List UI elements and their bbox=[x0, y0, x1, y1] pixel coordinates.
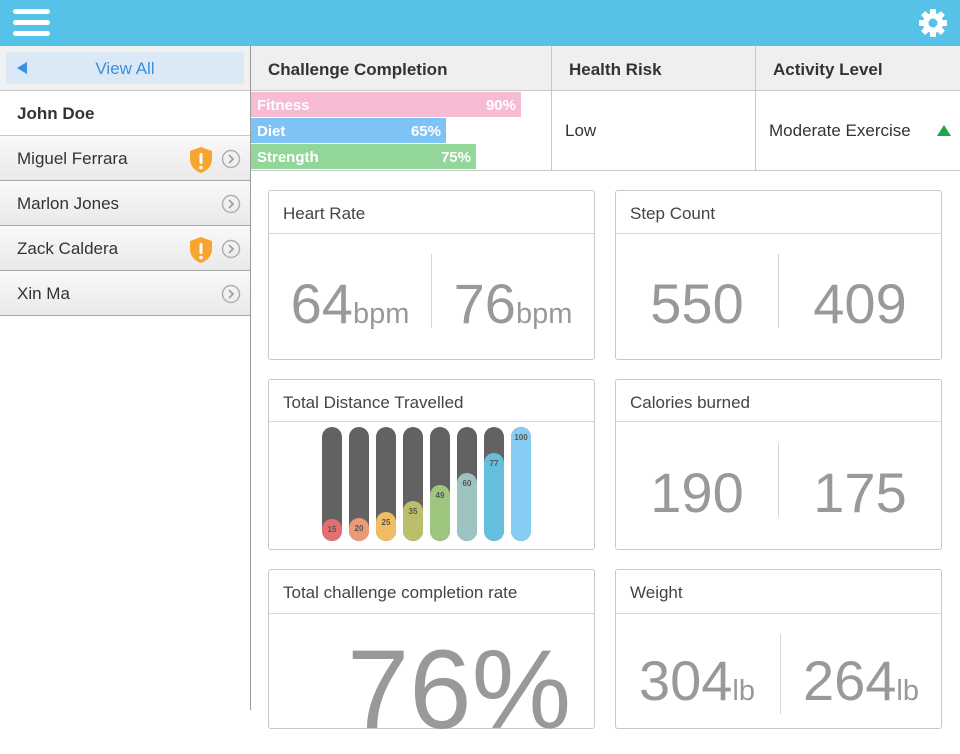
challenge-label: Diet bbox=[257, 123, 286, 140]
trend-up-icon bbox=[937, 125, 951, 136]
person-name: Miguel Ferrara bbox=[17, 149, 128, 168]
weight-value-1: 304lb bbox=[638, 649, 755, 712]
chart-data-label: 15 bbox=[327, 525, 337, 534]
view-all-button[interactable]: View All bbox=[6, 52, 244, 84]
weight-card: Weight 304lb 264lb bbox=[615, 569, 942, 729]
card-title: Total challenge completion rate bbox=[283, 583, 518, 602]
chart-bar: 100 bbox=[511, 427, 531, 541]
heart-rate-card: Heart Rate 64bpm 76bpm bbox=[268, 190, 595, 360]
chart-bar: 20 bbox=[349, 427, 369, 541]
health-risk-cell: Low bbox=[552, 91, 756, 170]
chevron-right-icon[interactable] bbox=[221, 149, 241, 169]
chart-bar: 25 bbox=[376, 427, 396, 541]
completion-rate-card: Total challenge completion rate 76% bbox=[268, 569, 595, 752]
person-name: Xin Ma bbox=[17, 284, 70, 303]
chart-data-label: 20 bbox=[354, 524, 364, 533]
step-count-value-2: 409 bbox=[813, 272, 907, 335]
list-item[interactable]: Zack Caldera bbox=[0, 226, 250, 271]
chevron-right-icon[interactable] bbox=[221, 239, 241, 259]
list-item[interactable]: Marlon Jones bbox=[0, 181, 250, 226]
weight-value-2: 264lb bbox=[802, 649, 919, 712]
view-all-label: View All bbox=[95, 59, 155, 78]
table-header: Challenge Completion Health Risk Activit… bbox=[251, 46, 960, 91]
chart-bar: 77 bbox=[484, 427, 504, 541]
person-name: John Doe bbox=[17, 104, 95, 123]
back-arrow-icon bbox=[17, 62, 27, 74]
step-count-card: Step Count 550 409 bbox=[615, 190, 942, 360]
challenge-bar: Strength 75% bbox=[251, 144, 476, 169]
heart-rate-value-1: 64bpm bbox=[290, 272, 410, 335]
health-risk-value: Low bbox=[565, 121, 597, 140]
challenge-bar: Fitness 90% bbox=[251, 92, 521, 117]
chevron-right-icon[interactable] bbox=[221, 194, 241, 214]
chart-bar: 15 bbox=[322, 427, 342, 541]
gear-icon[interactable] bbox=[918, 8, 948, 38]
chart-bar: 60 bbox=[457, 427, 477, 541]
chevron-right-icon[interactable] bbox=[221, 284, 241, 304]
challenge-bar: Diet 65% bbox=[251, 118, 446, 143]
menu-icon[interactable] bbox=[13, 9, 50, 37]
chart-data-label: 100 bbox=[514, 433, 528, 442]
calories-value-2: 175 bbox=[813, 461, 907, 524]
challenge-value: 90% bbox=[485, 97, 516, 114]
chart-data-label: 77 bbox=[489, 459, 499, 468]
chart-bar: 49 bbox=[430, 427, 450, 541]
chart-data-label: 60 bbox=[462, 479, 472, 488]
top-bar bbox=[0, 0, 960, 46]
table-row: Fitness 90% Diet 65% Strength 75% Low Moderat… bbox=[251, 91, 960, 171]
challenge-label: Fitness bbox=[257, 97, 310, 114]
card-title: Total Distance Travelled bbox=[283, 393, 464, 412]
chart-data-label: 25 bbox=[381, 518, 391, 527]
header-health-risk: Health Risk bbox=[552, 46, 756, 91]
calories-value-1: 190 bbox=[650, 461, 744, 524]
activity-level-value: Moderate Exercise bbox=[769, 121, 911, 140]
chart-bar: 35 bbox=[403, 427, 423, 541]
header-activity-level: Activity Level bbox=[773, 60, 883, 79]
challenge-completion-cell: Fitness 90% Diet 65% Strength 75% bbox=[251, 91, 552, 170]
warning-shield-icon bbox=[190, 237, 212, 263]
card-title: Weight bbox=[630, 583, 683, 602]
list-item[interactable]: John Doe bbox=[0, 91, 250, 136]
chart-data-label: 49 bbox=[435, 491, 445, 500]
list-item[interactable]: Miguel Ferrara bbox=[0, 136, 250, 181]
challenge-value: 75% bbox=[440, 149, 471, 166]
view-all-bar: View All bbox=[0, 46, 250, 91]
list-item[interactable]: Xin Ma bbox=[0, 271, 250, 316]
person-name: Marlon Jones bbox=[17, 194, 120, 213]
completion-rate-value: 76% bbox=[347, 627, 572, 752]
calories-card: Calories burned 190 175 bbox=[615, 379, 942, 550]
warning-shield-icon bbox=[190, 147, 212, 173]
step-count-value-1: 550 bbox=[650, 272, 744, 335]
people-sidebar: View All John Doe Miguel Ferrara Marlon Jo… bbox=[0, 46, 251, 710]
challenge-label: Strength bbox=[257, 149, 319, 166]
header-challenge-completion: Challenge Completion bbox=[251, 46, 552, 91]
heart-rate-value-2: 76bpm bbox=[453, 272, 573, 335]
card-title: Step Count bbox=[630, 204, 716, 223]
challenge-value: 65% bbox=[410, 123, 441, 140]
chart-data-label: 35 bbox=[408, 507, 418, 516]
card-title: Calories burned bbox=[630, 393, 751, 412]
card-title: Heart Rate bbox=[283, 204, 366, 223]
activity-level-cell: Moderate Exercise bbox=[756, 91, 960, 170]
person-name: Zack Caldera bbox=[17, 239, 119, 258]
